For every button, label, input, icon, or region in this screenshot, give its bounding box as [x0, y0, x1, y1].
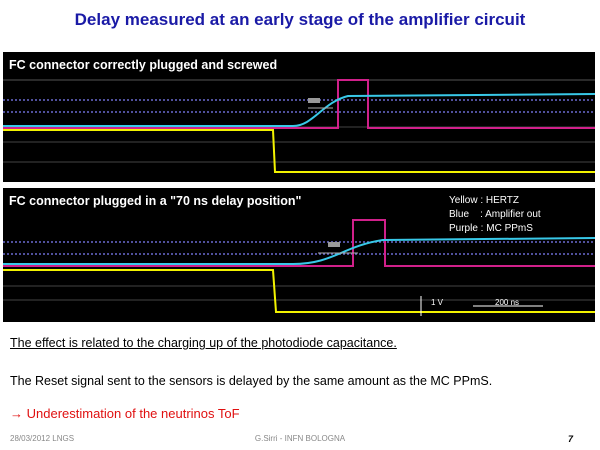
oscilloscope-traces-top: [3, 79, 595, 173]
scope-trace-top: FC connector correctly plugged and screw…: [3, 52, 595, 182]
trace-legend: Yellow : HERTZ Blue : Amplifier out Purp…: [449, 194, 541, 236]
scope-label-top: FC connector correctly plugged and screw…: [9, 58, 278, 72]
scope-trace-bottom: FC connector plugged in a "70 ns delay p…: [3, 188, 595, 322]
slide-title: Delay measured at an early stage of the …: [74, 10, 526, 29]
text-line-1: The effect is related to the charging up…: [10, 336, 397, 350]
text-line-3: → Underestimation of the neutrinos ToF: [10, 406, 240, 421]
legend-blue: Blue : Amplifier out: [449, 209, 541, 220]
legend-purple: Purple : MC PPmS: [449, 223, 533, 234]
footer-date: 28/03/2012 LNGS: [10, 434, 75, 443]
page-number: 7: [568, 434, 574, 444]
legend-yellow: Yellow : HERTZ: [449, 195, 520, 206]
footer-author: G.Sirri - INFN BOLOGNA: [254, 434, 346, 443]
oscilloscope-traces-bottom: [3, 219, 595, 316]
scope-label-bottom: FC connector plugged in a "70 ns delay p…: [9, 194, 302, 208]
text-line-2: The Reset signal sent to the sensors is …: [10, 374, 493, 388]
time-scale: 200 ns: [495, 298, 520, 307]
voltage-scale: 1 V: [431, 298, 444, 307]
